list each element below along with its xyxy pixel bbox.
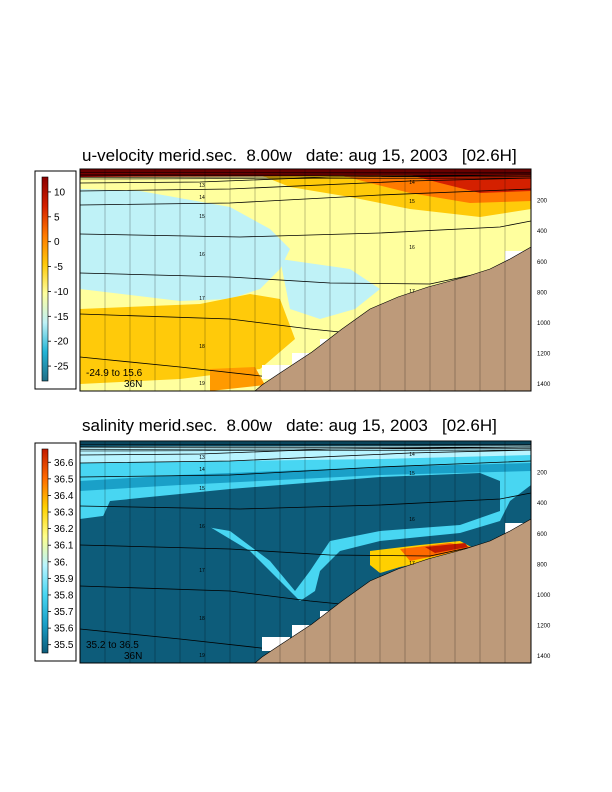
salinity-contour-label: 13: [199, 455, 205, 461]
velocity-field-region: [80, 294, 295, 384]
velocity-colorbar-label: -25: [54, 362, 69, 373]
salinity-colorbar-label: 36.4: [54, 491, 74, 502]
velocity-field-region: [80, 189, 290, 301]
salinity-colorbar-label: 35.6: [54, 624, 74, 635]
salinity-seafloor-outline: [254, 518, 531, 663]
velocity-depth-tick: 600: [537, 260, 548, 266]
velocity-contour-label: 14: [409, 180, 415, 186]
velocity-contour-label: 13: [199, 183, 205, 189]
salinity-colorbar-label: 36.2: [54, 524, 74, 535]
velocity-colorbar-label: -15: [54, 312, 69, 323]
velocity-contour-label: 17: [409, 289, 415, 295]
salinity-plot-area: 13 14 15 16 17 18 19 14 15 16 17: [80, 441, 531, 663]
salinity-latitude-label: 36N: [124, 651, 142, 662]
velocity-contour-label: 17: [199, 296, 205, 302]
velocity-colorbar-label: -20: [54, 337, 69, 348]
velocity-contour-label: 16: [409, 245, 415, 251]
salinity-range-text: 35.2 to 36.5: [86, 640, 139, 651]
salinity-contour-label: 15: [409, 471, 415, 477]
velocity-field-region: [210, 367, 265, 391]
salinity-seafloor: [255, 519, 531, 663]
salinity-contour-line: [80, 446, 531, 456]
salinity-depth-tick: 1200: [537, 624, 551, 630]
salinity-contour-label: 16: [409, 517, 415, 523]
salinity-field-region: [100, 473, 500, 591]
salinity-contour-label: 16: [199, 524, 205, 530]
velocity-colorbar-label: -5: [54, 262, 63, 273]
salinity-contour-label: 19: [199, 653, 205, 659]
salinity-contour-label: 14: [409, 452, 415, 458]
velocity-colorbar-label: 10: [54, 187, 66, 198]
salinity-colorbar-label: 35.8: [54, 590, 74, 601]
salinity-colorbar-label: 36.: [54, 557, 68, 568]
velocity-depth-tick: 1400: [537, 382, 551, 388]
velocity-depth-tick: 400: [537, 229, 548, 235]
velocity-seafloor-outline: [254, 246, 531, 391]
velocity-contour-label: 14: [199, 195, 205, 201]
salinity-plot-frame: [79, 440, 532, 664]
salinity-colorbar-label: 35.7: [54, 607, 74, 618]
salinity-colorbar: [41, 448, 49, 654]
velocity-colorbar-label: 0: [54, 237, 60, 248]
salinity-depth-tick: 800: [537, 562, 548, 568]
velocity-latitude-label: 36N: [124, 379, 142, 390]
salinity-colorbar-label: 36.5: [54, 474, 74, 485]
salinity-contour-label: 18: [199, 616, 205, 622]
velocity-depth-tick: 1000: [537, 321, 551, 327]
salinity-colorbar-label: 36.6: [54, 458, 74, 469]
salinity-depth-tick: 400: [537, 501, 548, 507]
velocity-contour-label: 15: [409, 199, 415, 205]
salinity-colorbar-label: 35.5: [54, 640, 74, 651]
salinity-contour-label: 15: [199, 486, 205, 492]
velocity-seafloor: [255, 247, 531, 391]
top-panel-title: u-velocity merid.sec. 8.00w date: aug 15…: [82, 146, 517, 165]
velocity-contour-label: 16: [199, 252, 205, 258]
salinity-colorbar-label: 36.3: [54, 508, 74, 519]
salinity-contour-label: 17: [409, 561, 415, 567]
salinity-field-region: [425, 543, 468, 553]
velocity-colorbar-label: -10: [54, 287, 69, 298]
velocity-colorbar-label: 5: [54, 212, 60, 223]
velocity-depth-tick: 1200: [537, 352, 551, 358]
velocity-depth-tick: 200: [537, 199, 548, 205]
velocity-contour-line: [80, 174, 531, 184]
velocity-contour-label: 19: [199, 381, 205, 387]
velocity-range-text: -24.9 to 15.6: [86, 368, 143, 379]
salinity-depth-tick: 1000: [537, 593, 551, 599]
velocity-colorbar-frame: [34, 170, 77, 390]
salinity-colorbar-label: 36.1: [54, 541, 74, 552]
salinity-depth-tick: 200: [537, 471, 548, 477]
velocity-depth-tick: 800: [537, 290, 548, 296]
salinity-depth-tick: 600: [537, 532, 548, 538]
salinity-depth-tick: 1400: [537, 654, 551, 660]
salinity-contour-label: 14: [199, 467, 205, 473]
salinity-contour-label: 17: [199, 568, 205, 574]
salinity-field-region: [80, 445, 531, 463]
salinity-colorbar-label: 35.9: [54, 574, 74, 585]
velocity-colorbar: [41, 176, 49, 382]
velocity-plot-frame: [79, 168, 532, 392]
velocity-contour-label: 18: [199, 344, 205, 350]
salinity-field-region: [80, 463, 531, 491]
velocity-plot-area: 13 14 15 16 17 18 19 14 15 16 17: [80, 169, 531, 391]
bottom-panel-title: salinity merid.sec. 8.00w date: aug 15, …: [82, 416, 497, 435]
velocity-contour-label: 15: [199, 214, 205, 220]
